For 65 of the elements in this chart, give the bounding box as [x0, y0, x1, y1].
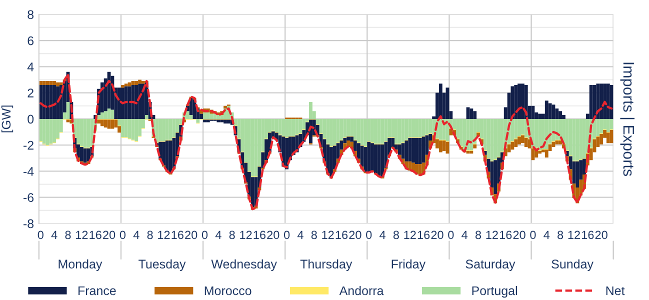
- y-tick-label: -4: [24, 167, 34, 176]
- x-tick-label: 4: [462, 230, 468, 239]
- x-tick-label: 16: [336, 230, 348, 240]
- x-tick-label: 0: [366, 230, 372, 240]
- x-tick-label: 12: [486, 230, 498, 239]
- x-tick-label: 8: [475, 230, 482, 240]
- x-tick-label: 8: [65, 230, 71, 240]
- y-tick-label: 4: [27, 62, 34, 72]
- x-tick-label: 4: [215, 230, 222, 239]
- legend-label: Portugal: [472, 286, 517, 298]
- x-tick-label: 0: [38, 230, 44, 240]
- x-tick-label: 4: [51, 230, 58, 239]
- x-tick-label: 16: [500, 230, 512, 240]
- y2-axis-title: Imports | Exports: [620, 62, 635, 176]
- x-tick-label: 0: [120, 230, 126, 240]
- x-tick-label: 20: [349, 230, 362, 240]
- x-tick-label: 12: [568, 230, 580, 239]
- x-tick-label: 20: [513, 230, 526, 240]
- x-tick-label: 16: [582, 230, 594, 240]
- x-tick-label: 16: [172, 230, 184, 240]
- x-tick-label: 12: [76, 230, 88, 239]
- text: Wednesday: [211, 259, 277, 271]
- legend-label: Net: [606, 286, 625, 296]
- x-tick-label: 16: [418, 230, 430, 240]
- text: Thursday: [300, 259, 352, 271]
- x-tick-label: 4: [297, 230, 304, 239]
- legend-label: Andorra: [339, 286, 384, 296]
- x-tick-label: 12: [404, 230, 416, 239]
- text: Saturday: [466, 259, 516, 271]
- x-tick-label: 16: [254, 230, 266, 240]
- x-tick-label: 8: [311, 230, 317, 240]
- y-tick-label: -6: [24, 193, 34, 202]
- y-tick-label: 6: [28, 36, 34, 46]
- x-tick-label: 16: [90, 230, 102, 240]
- y-tick-label: 2: [28, 88, 34, 98]
- y-tick-label: 8: [28, 10, 34, 20]
- legend-label: Morocco: [204, 286, 252, 296]
- x-tick-label: 20: [595, 230, 608, 240]
- x-tick-label: 20: [103, 230, 116, 240]
- y-tick-label: -8: [24, 219, 34, 228]
- y-tick-label: -2: [24, 140, 34, 150]
- x-tick-label: 12: [240, 230, 252, 239]
- text: Tuesday: [138, 259, 186, 271]
- x-tick-label: 0: [448, 230, 454, 240]
- text: Sunday: [552, 259, 594, 271]
- x-tick-label: 4: [544, 230, 550, 239]
- x-tick-label: 0: [530, 230, 536, 240]
- x-tick-label: 8: [393, 230, 399, 240]
- x-tick-label: 8: [147, 230, 153, 240]
- x-tick-label: 4: [380, 230, 386, 239]
- text: Monday: [58, 259, 102, 271]
- x-tick-label: 8: [558, 230, 564, 240]
- x-tick-label: 12: [322, 230, 334, 239]
- text: Friday: [392, 259, 426, 271]
- x-tick-label: 20: [431, 230, 444, 240]
- legend-label: France: [78, 286, 116, 296]
- x-tick-label: 4: [133, 230, 140, 239]
- x-tick-label: 20: [267, 230, 280, 240]
- x-tick-label: 20: [185, 230, 198, 240]
- y-tick-label: 0: [28, 114, 34, 124]
- x-tick-label: 8: [229, 230, 235, 240]
- x-tick-label: 0: [202, 230, 208, 240]
- x-tick-label: 0: [284, 230, 290, 240]
- x-tick-label: 12: [158, 230, 170, 239]
- y-axis-title: [GW]: [1, 106, 14, 132]
